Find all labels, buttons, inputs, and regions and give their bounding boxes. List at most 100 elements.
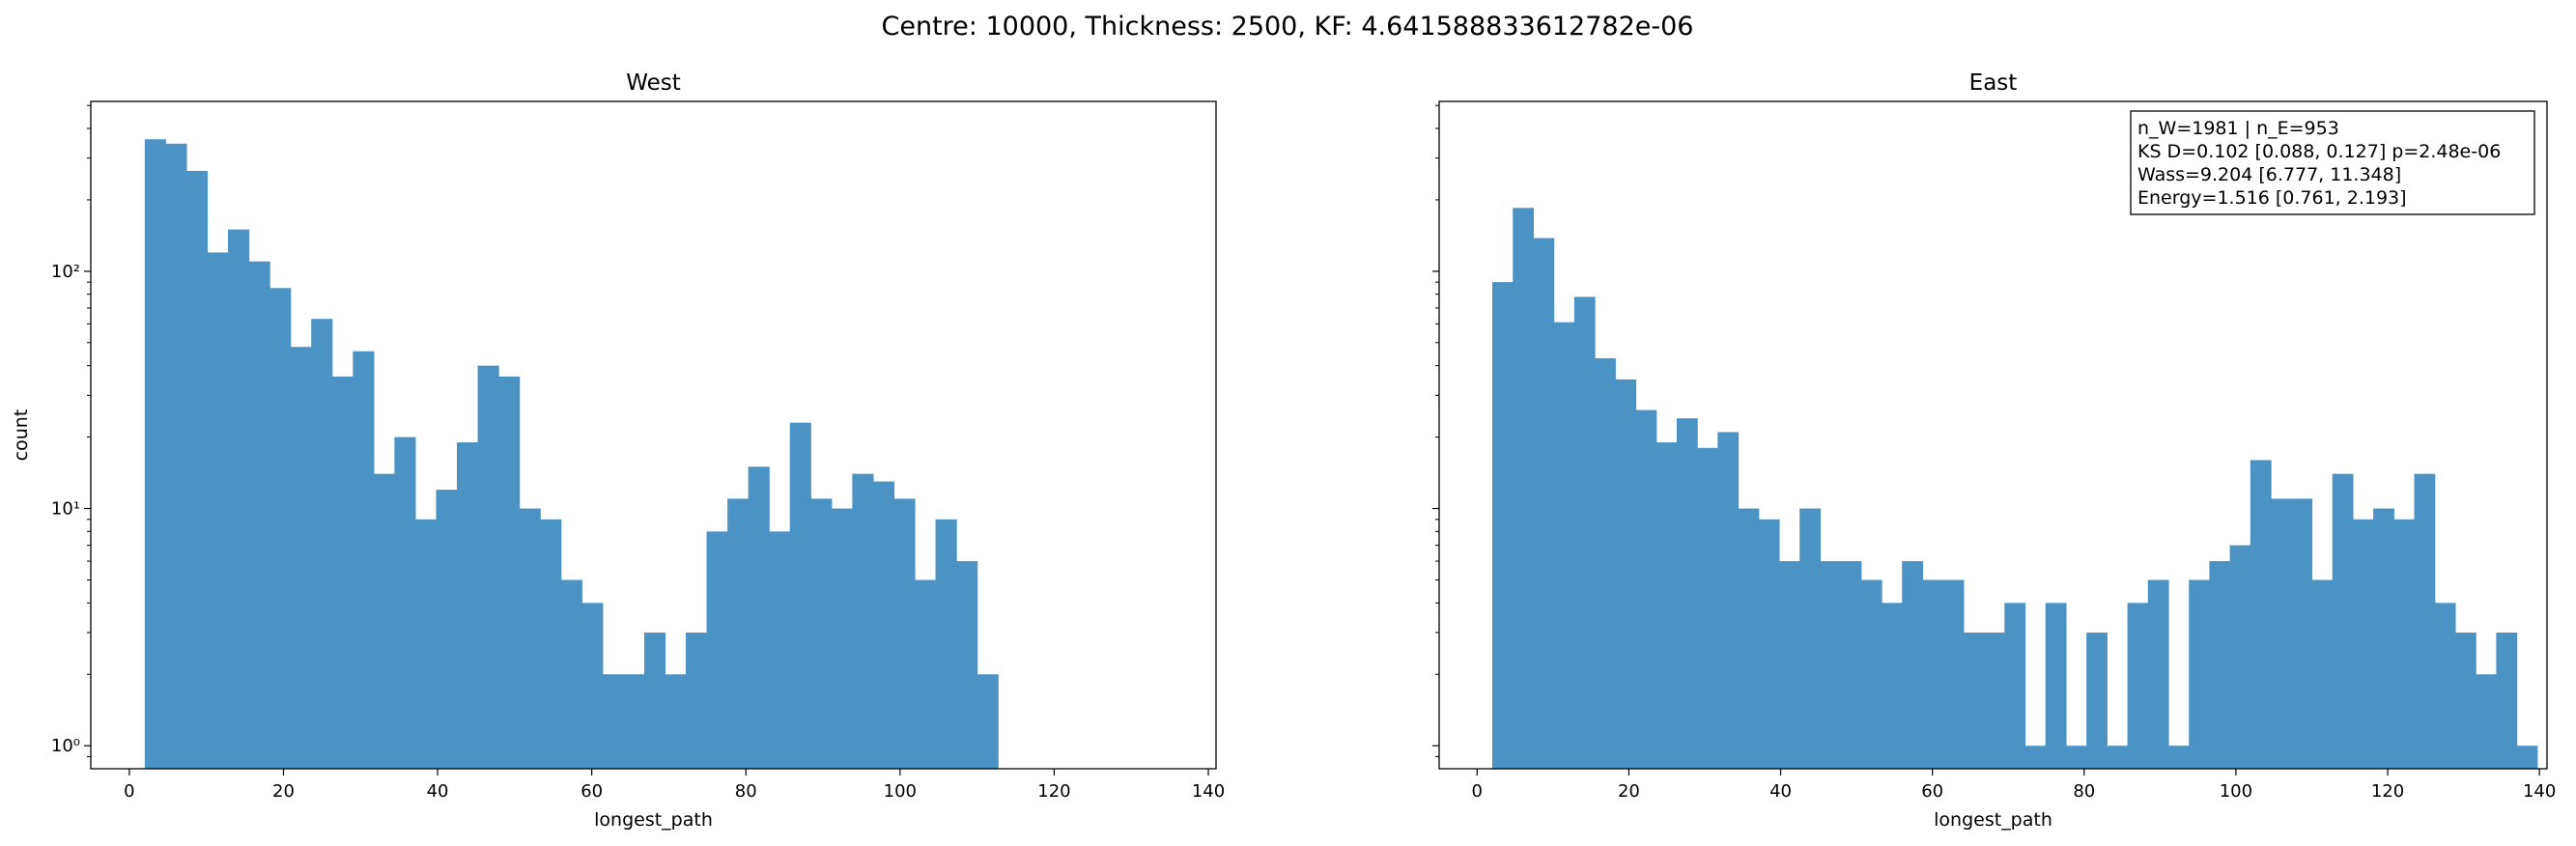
histogram-bar xyxy=(1491,282,1514,769)
histogram-bar xyxy=(540,519,562,769)
x-tick-label: 140 xyxy=(1192,781,1225,802)
histogram-bar xyxy=(2250,460,2272,769)
east-histogram-panel: 0 20 40 60 80 100 120 140 East longest_path n_W=19… xyxy=(1432,70,2556,831)
histogram-bar xyxy=(2127,603,2149,769)
histogram-bar xyxy=(789,422,811,769)
histogram-bar xyxy=(477,365,499,769)
histogram-bar xyxy=(810,498,833,769)
histogram-bar xyxy=(2393,519,2416,769)
axes-frame xyxy=(90,100,1217,770)
x-tick-label: 40 xyxy=(427,781,449,802)
histogram-bar xyxy=(1676,418,1698,769)
histogram-bar xyxy=(228,229,250,769)
histogram-bar xyxy=(2004,603,2026,769)
histogram-bar xyxy=(2271,498,2292,769)
histogram-bar xyxy=(207,252,229,769)
x-tick-label: 100 xyxy=(884,781,917,802)
x-tick-label: 80 xyxy=(2073,781,2095,802)
histogram-bar xyxy=(2476,674,2497,769)
histogram-bar xyxy=(1595,357,1616,769)
stats-line: n_W=1981 | n_E=953 xyxy=(2137,118,2339,139)
histogram-bar xyxy=(2454,632,2477,769)
histogram-bar xyxy=(748,466,770,769)
histogram-bar xyxy=(311,319,333,769)
histogram-bar xyxy=(727,498,750,769)
histogram-bar xyxy=(686,632,708,769)
histogram-bar xyxy=(769,531,791,769)
histogram-bar xyxy=(436,490,458,769)
histogram-bar xyxy=(394,437,416,769)
histogram-bar xyxy=(2209,561,2231,769)
histogram-bar xyxy=(353,351,375,769)
x-tick-label: 20 xyxy=(272,781,295,802)
histogram-bar xyxy=(1635,409,1657,769)
x-tick-label: 0 xyxy=(1472,781,1483,802)
histogram-bar xyxy=(269,288,292,769)
y-tick-label: 10⁰ xyxy=(51,736,80,756)
histogram-bar xyxy=(560,579,582,769)
histogram-bar xyxy=(373,473,395,769)
histogram-bar xyxy=(331,376,354,769)
histogram-bar xyxy=(893,498,916,769)
stats-line: Wass=9.204 [6.777, 11.348] xyxy=(2137,164,2401,185)
histogram-bar xyxy=(1758,519,1780,769)
x-tick-label: 140 xyxy=(2523,781,2556,802)
histogram-bar xyxy=(2107,746,2129,769)
y-axis-label: count xyxy=(11,409,32,462)
histogram-bar xyxy=(414,519,438,769)
histogram-bar xyxy=(2229,545,2251,769)
histogram-bar xyxy=(1738,508,1760,769)
histogram-bar xyxy=(915,579,937,769)
histogram-bar xyxy=(1656,442,1678,769)
panel-title: East xyxy=(1969,70,2018,96)
x-axis-label: longest_path xyxy=(1934,809,2052,831)
histogram-bar xyxy=(977,674,999,769)
x-tick-label: 100 xyxy=(2220,781,2252,802)
histogram-bar xyxy=(1573,296,1596,769)
stats-line: KS D=0.102 [0.088, 0.127] p=2.48e-06 xyxy=(2137,141,2501,162)
histogram-bar xyxy=(1513,208,1535,769)
histogram-bar xyxy=(852,473,874,769)
histogram-bar xyxy=(519,508,541,769)
x-tick-label: 0 xyxy=(124,781,134,802)
stats-box xyxy=(2130,110,2535,215)
x-tick-label: 40 xyxy=(1769,781,1792,802)
histogram-bar xyxy=(2065,746,2087,769)
histogram-bar xyxy=(1778,561,1800,769)
histogram-bar xyxy=(2414,473,2436,769)
histogram-bar xyxy=(1840,561,1862,769)
histogram-bar xyxy=(290,347,312,769)
histogram-bar xyxy=(706,531,728,769)
histogram-bar xyxy=(144,139,166,770)
histogram-bar xyxy=(1942,579,1965,769)
histogram-bar xyxy=(185,170,209,770)
x-tick-label: 120 xyxy=(1037,781,1070,802)
figure-suptitle: Centre: 10000, Thickness: 2500, KF: 4.64… xyxy=(882,12,1694,42)
histogram-bar xyxy=(1615,379,1637,769)
histogram-bar xyxy=(2434,603,2456,769)
histogram-bar xyxy=(165,143,187,769)
histogram-bar xyxy=(1799,508,1821,769)
histogram-bar xyxy=(1922,579,1944,769)
histogram-bar xyxy=(1553,322,1575,769)
histogram-bar xyxy=(956,561,978,769)
histogram-bar xyxy=(643,632,666,769)
histogram-bar xyxy=(935,519,957,769)
histogram-bar xyxy=(602,674,624,769)
histogram-bar xyxy=(2024,746,2047,769)
histogram-bar xyxy=(2516,746,2538,769)
histogram-bar xyxy=(1717,432,1740,769)
histogram-bar xyxy=(2332,473,2354,769)
histogram-bar xyxy=(831,508,853,769)
histogram-bar xyxy=(457,442,479,769)
histogram-bar xyxy=(2311,579,2334,769)
histogram-bar xyxy=(2352,519,2374,769)
histogram-bar xyxy=(1963,632,1985,769)
panel-title: West xyxy=(626,70,681,96)
histogram-bar xyxy=(2167,746,2190,769)
histogram-bar xyxy=(665,674,687,769)
histogram-bar xyxy=(248,261,270,770)
x-tick-label: 60 xyxy=(580,781,603,802)
histogram-bar xyxy=(1533,238,1555,769)
